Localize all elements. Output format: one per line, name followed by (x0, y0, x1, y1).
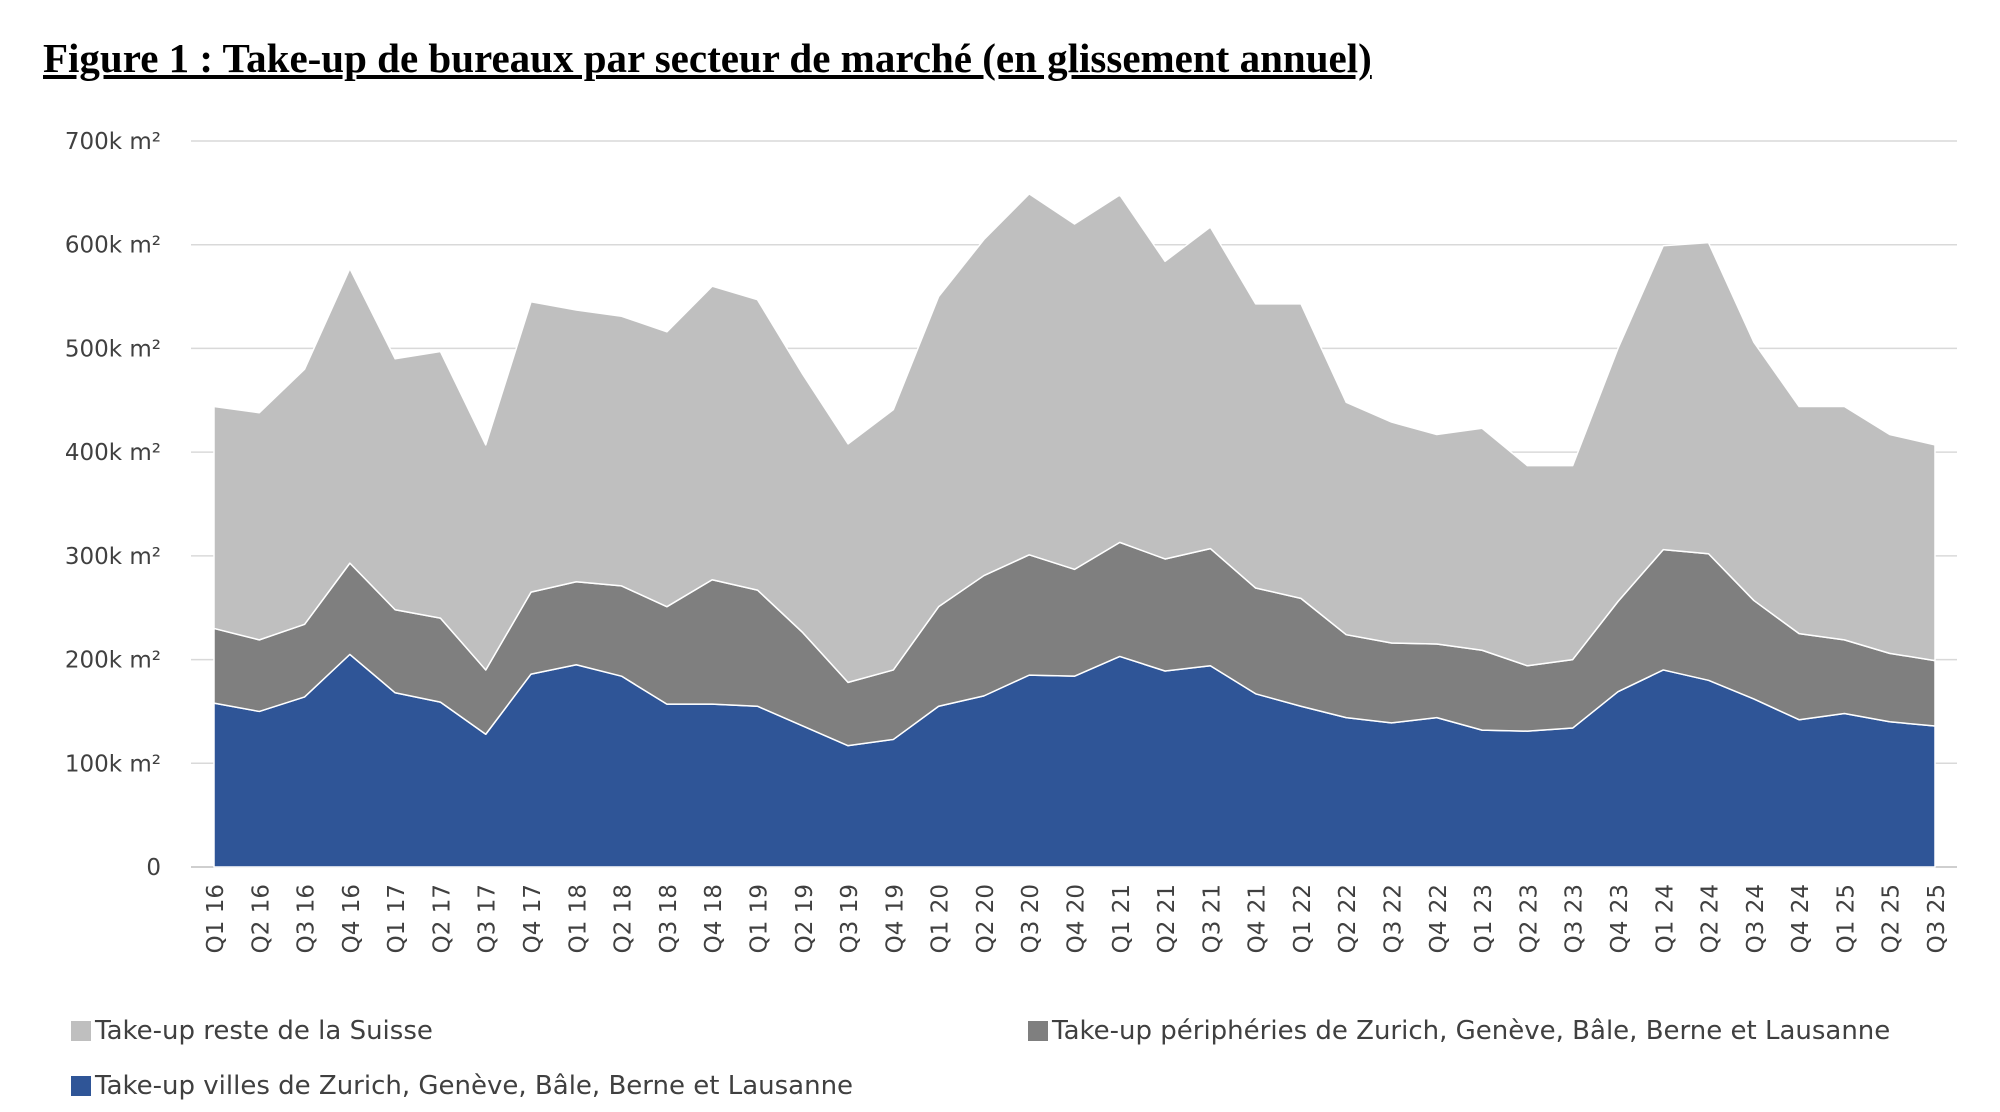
x-tick-label: Q3 22 (1381, 884, 1407, 953)
x-tick-label: Q2 16 (248, 884, 274, 953)
x-tick-label: Q2 23 (1516, 884, 1542, 953)
legend-item-rest: Take-up reste de la Suisse (71, 1016, 433, 1046)
x-tick-label: Q1 18 (565, 884, 591, 953)
x-tick-label: Q1 16 (203, 884, 229, 953)
x-tick-label: Q4 16 (339, 884, 365, 953)
legend-label-cities: Take-up villes de Zurich, Genève, Bâle, … (95, 1071, 854, 1101)
y-tick-label: 0 (146, 855, 161, 881)
x-tick-label: Q3 23 (1562, 884, 1588, 953)
y-tick-label: 100k m² (65, 751, 161, 777)
x-tick-label: Q1 19 (746, 884, 772, 953)
x-tick-label: Q2 24 (1698, 884, 1724, 953)
x-tick-label: Q3 17 (475, 884, 501, 953)
x-tick-label: Q4 18 (701, 884, 727, 953)
x-tick-label: Q3 18 (656, 884, 682, 953)
x-tick-label: Q4 22 (1426, 884, 1452, 953)
legend-swatch-rest (71, 1021, 91, 1041)
x-tick-label: Q1 25 (1833, 884, 1859, 953)
x-tick-label: Q1 24 (1652, 884, 1678, 953)
x-tick-label: Q3 20 (1018, 884, 1044, 953)
x-tick-label: Q4 17 (520, 884, 546, 953)
y-tick-label: 500k m² (65, 336, 161, 362)
x-tick-label: Q2 20 (973, 884, 999, 953)
legend-item-cities: Take-up villes de Zurich, Genève, Bâle, … (71, 1071, 853, 1101)
y-tick-label: 700k m² (65, 129, 161, 155)
x-tick-label: Q3 19 (837, 884, 863, 953)
x-tick-label: Q4 19 (882, 884, 908, 953)
x-tick-label: Q1 21 (1109, 884, 1135, 953)
y-tick-label: 600k m² (65, 233, 161, 259)
area-series-2 (213, 193, 1936, 684)
legend-label-rest: Take-up reste de la Suisse (95, 1016, 433, 1046)
x-tick-label: Q3 24 (1743, 884, 1769, 953)
legend-item-periph: Take-up périphéries de Zurich, Genève, B… (1028, 1016, 1890, 1046)
x-tick-label: Q2 21 (1154, 884, 1180, 953)
y-tick-label: 200k m² (65, 648, 161, 674)
x-tick-label: Q4 20 (1064, 884, 1090, 953)
x-tick-label: Q1 20 (928, 884, 954, 953)
legend-swatch-periph (1028, 1021, 1048, 1041)
x-tick-label: Q2 18 (611, 884, 637, 953)
x-tick-label: Q3 21 (1199, 884, 1225, 953)
x-tick-label: Q4 23 (1607, 884, 1633, 953)
legend-label-periph: Take-up périphéries de Zurich, Genève, B… (1052, 1016, 1891, 1046)
x-tick-label: Q4 21 (1245, 884, 1271, 953)
x-tick-label: Q2 19 (792, 884, 818, 953)
x-tick-label: Q3 25 (1924, 884, 1950, 953)
legend-swatch-cities (71, 1076, 91, 1096)
y-tick-label: 300k m² (65, 544, 161, 570)
x-tick-label: Q3 16 (294, 884, 320, 953)
x-tick-label: Q1 17 (384, 884, 410, 953)
x-tick-label: Q2 17 (429, 884, 455, 953)
x-tick-label: Q1 23 (1471, 884, 1497, 953)
x-tick-label: Q1 22 (1290, 884, 1316, 953)
chart-title: Figure 1 : Take-up de bureaux par secteu… (43, 35, 1372, 81)
x-tick-label: Q2 22 (1335, 884, 1361, 953)
y-tick-label: 400k m² (65, 440, 161, 466)
x-tick-label: Q4 24 (1788, 884, 1814, 953)
x-tick-label: Q2 25 (1879, 884, 1905, 953)
